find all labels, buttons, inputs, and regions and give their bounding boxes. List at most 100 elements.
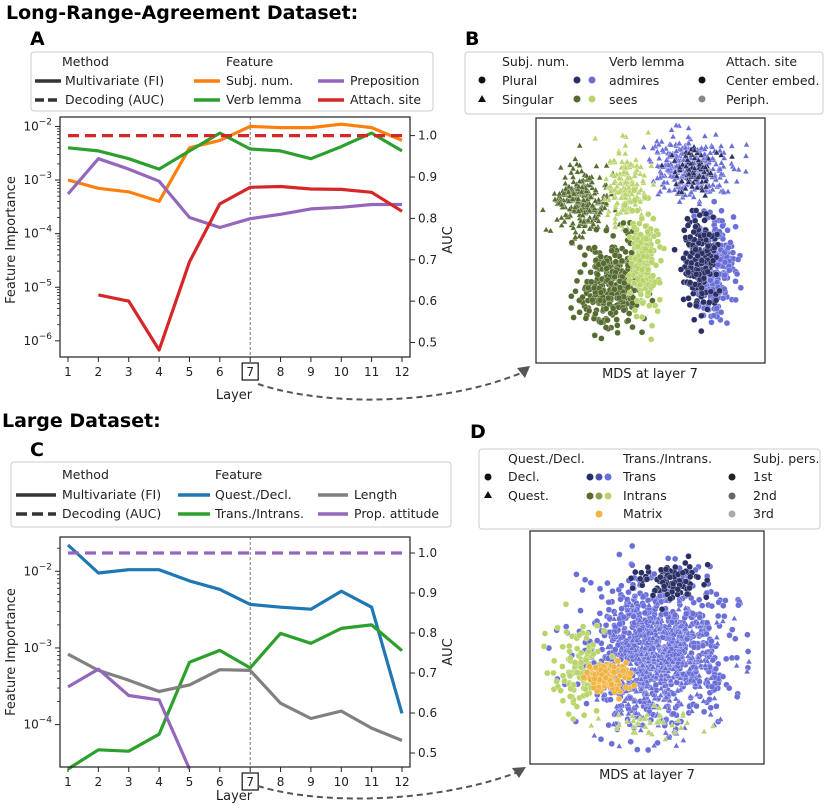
scatter-b-point [655,141,663,147]
chart-c-ytick-label: 10−4 [23,716,52,732]
scatter-d-point [637,726,645,733]
chart-a-y2tick-label: 0.8 [418,211,437,225]
scatter-b-point [622,164,630,171]
chart-a-series-verb-lemma [67,131,403,171]
scatter-b-point [611,223,619,230]
scatter-b-point [668,151,676,158]
chart-c-xtick-label: 9 [307,775,315,789]
scatter-d-point [726,632,733,639]
scatter-b-point [574,168,581,175]
scatter-b-point [575,222,583,229]
scatter-b-point [707,277,714,284]
chart-a-y2tick-label: 0.6 [418,294,437,308]
scatter-b-point [634,243,642,250]
scatter-b-point [578,167,585,174]
scatter-d-point [618,582,625,589]
scatter-b-point [685,139,693,146]
scatter-b-point [629,207,636,214]
legend-b-sees-dark [573,95,581,103]
scatter-b-point [671,157,678,164]
scatter-d-point [567,654,574,662]
scatter-d-point [610,663,618,671]
scatter-d-point [554,624,561,631]
scatter-d-point [590,650,597,658]
scatter-b-point [642,235,650,242]
scatter-b-point [706,299,713,306]
scatter-d-point [598,593,605,601]
scatter-d-point [637,575,644,582]
scatter-d-point [700,697,707,704]
chart-a-ylabel: Feature Importance [4,176,19,304]
scatter-d-point [713,591,720,598]
scatter-b-point [610,156,618,163]
scatter-b-point [700,275,708,282]
scatter-d-point [692,680,699,687]
scatter-d-point [608,740,615,747]
scatter-b-point [743,141,750,148]
scatter-b-point [693,271,700,278]
scatter-d-point [618,605,625,612]
scatter-b-point [717,309,725,316]
chart-c-y2tick-label: 0.8 [418,626,437,640]
scatter-d-point [593,696,601,703]
scatter-b-point [649,144,656,151]
scatter-d-point [610,631,617,638]
scatter-d-point [683,610,690,618]
scatter-b-point [597,289,605,296]
scatter-d-point [566,648,573,655]
scatter-d-point [559,663,566,670]
scatter-b-point [571,203,579,210]
scatter-b-point [684,222,692,229]
chart-c-xtick-label: 1 [64,775,72,789]
scatter-b-point [631,187,638,194]
scatter-d-point [622,659,630,667]
scatter-d-point [650,742,658,748]
scatter-b-point [601,195,609,202]
chart-c-xlabel: Layer [216,789,253,804]
chart-c-ytick-label: 10−2 [23,562,52,578]
scatter-b-point [691,154,698,161]
legend-a: Method Multivariate (FI) Decoding (AUC) … [30,51,434,112]
scatter-b-point [724,227,731,234]
scatter-b-point [707,149,714,156]
scatter-d-point [641,609,649,617]
scatter-b-point [616,174,623,181]
scatter-b-point [694,173,702,180]
scatter-d [540,542,753,754]
scatter-b-point [732,223,739,230]
scatter-b-point [596,297,604,304]
scatter-d-point [594,637,601,644]
scatter-d-point [726,684,733,692]
scatter-b-point [567,169,575,176]
scatter-b-point [680,255,687,262]
scatter-d-point [627,575,635,582]
scatter-d-point [596,610,604,617]
scatter-b-point [681,227,688,234]
scatter-b-point [682,185,689,191]
scatter-b-point [553,216,561,222]
scatter-d-point [631,682,638,689]
scatter-b-point [618,158,626,165]
scatter-b-point [570,314,577,321]
scatter-b-point [593,162,600,169]
scatter-b-point [620,168,628,175]
scatter-d-point [669,580,677,587]
scatter-b-point [709,143,716,150]
scatter-b-point [685,269,692,276]
scatter-b-point [628,190,636,197]
chart-c-highlight-box [241,772,259,791]
scatter-d-point [562,601,570,608]
scatter-d-point [699,631,706,638]
chart-a-xtick-label: 11 [364,365,379,379]
scatter-b-point [611,252,619,259]
scatter-b-point [700,298,707,306]
scatter-b-point [574,195,582,202]
scatter-b-point [679,161,686,168]
scatter-b-point [639,177,647,184]
scatter-b-point [681,191,689,198]
scatter-b-point [644,289,652,296]
scatter-b-point [663,156,670,163]
scatter-b-point [637,163,645,170]
scatter-b-point [673,162,680,169]
legend-b-periph-marker [698,95,706,103]
